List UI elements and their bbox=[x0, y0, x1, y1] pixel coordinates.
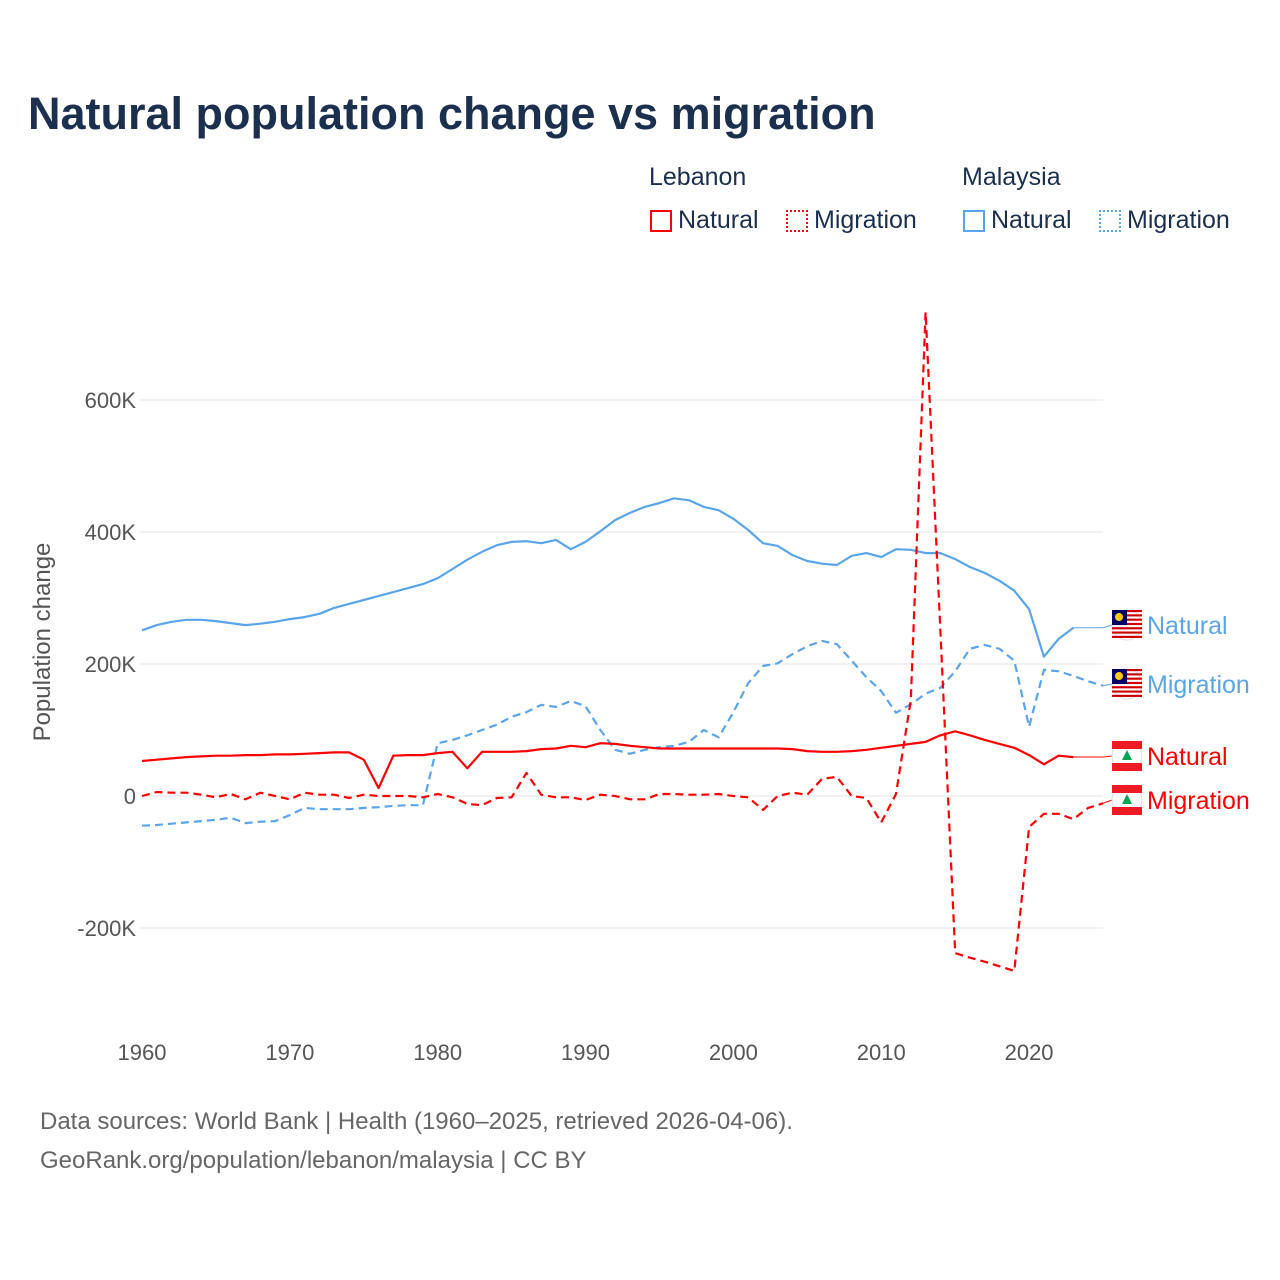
flag-stripe bbox=[1112, 690, 1142, 693]
series-line-malaysia-natural bbox=[141, 497, 1075, 658]
y-tick-label: 400K bbox=[85, 520, 137, 545]
series-end-label: Migration bbox=[1147, 787, 1250, 815]
legend-group-lebanon: Lebanon bbox=[649, 163, 747, 191]
flag-stripe bbox=[1112, 635, 1142, 638]
legend-swatch-dotted bbox=[1099, 209, 1121, 232]
chart-title: Natural population change vs migration bbox=[28, 88, 876, 139]
source-line-2: GeoRank.org/population/lebanon/malaysia … bbox=[40, 1147, 587, 1174]
series-line-lebanon-natural bbox=[141, 730, 1074, 790]
flag-stripe bbox=[1112, 763, 1142, 771]
y-tick-label: -200K bbox=[77, 916, 136, 941]
series-end-label: Natural bbox=[1147, 612, 1228, 640]
legend-swatch-solid bbox=[963, 209, 985, 232]
label-connector bbox=[1102, 799, 1113, 804]
y-axis-label: Population change bbox=[29, 543, 56, 742]
label-connector bbox=[1102, 683, 1113, 687]
cedar-icon bbox=[1122, 794, 1132, 804]
x-tick-label: 1960 bbox=[118, 1040, 167, 1065]
x-tick-label: 1970 bbox=[265, 1040, 314, 1065]
legend-group-malaysia: Malaysia bbox=[962, 163, 1061, 191]
flag-crescent bbox=[1115, 613, 1123, 621]
legend-label: Migration bbox=[814, 206, 917, 234]
lebanon-flag-icon bbox=[1111, 740, 1143, 772]
flag-stripe bbox=[1112, 807, 1142, 815]
legend-lebanon-migration[interactable]: Migration bbox=[786, 206, 917, 235]
y-tick-label: 200K bbox=[85, 652, 137, 677]
y-tick-label: 0 bbox=[124, 784, 136, 809]
series-line-lebanon-migration bbox=[141, 311, 1104, 972]
legend-swatch-dotted bbox=[786, 209, 808, 232]
legend-malaysia-migration[interactable]: Migration bbox=[1099, 206, 1230, 235]
malaysia-flag-icon bbox=[1111, 609, 1143, 641]
flag-stripe bbox=[1112, 694, 1142, 697]
x-tick-label: 2010 bbox=[857, 1040, 906, 1065]
label-connector bbox=[1073, 755, 1113, 758]
x-tick-label: 2020 bbox=[1005, 1040, 1054, 1065]
legend-lebanon-natural[interactable]: Natural bbox=[650, 206, 759, 235]
flag-stripe bbox=[1112, 785, 1142, 793]
legend-label: Migration bbox=[1127, 206, 1230, 234]
cedar-icon bbox=[1122, 750, 1132, 760]
x-tick-label: 2000 bbox=[709, 1040, 758, 1065]
x-tick-label: 1990 bbox=[561, 1040, 610, 1065]
legend-malaysia-natural[interactable]: Natural bbox=[963, 206, 1072, 235]
flag-crescent bbox=[1115, 672, 1123, 680]
flag-stripe bbox=[1112, 686, 1142, 689]
legend-swatch-solid bbox=[650, 209, 672, 232]
y-tick-label: 600K bbox=[85, 388, 137, 413]
x-tick-label: 1980 bbox=[413, 1040, 462, 1065]
malaysia-flag-icon bbox=[1111, 668, 1143, 700]
label-connector bbox=[1073, 624, 1113, 629]
flag-stripe bbox=[1112, 627, 1142, 630]
legend-label: Natural bbox=[991, 206, 1072, 234]
source-line-1: Data sources: World Bank | Health (1960–… bbox=[40, 1108, 793, 1135]
legend-label: Natural bbox=[678, 206, 759, 234]
flag-stripe bbox=[1112, 631, 1142, 634]
flag-stripe bbox=[1112, 741, 1142, 749]
series-end-label: Natural bbox=[1147, 743, 1228, 771]
series-end-label: Migration bbox=[1147, 671, 1250, 699]
lebanon-flag-icon bbox=[1111, 784, 1143, 816]
